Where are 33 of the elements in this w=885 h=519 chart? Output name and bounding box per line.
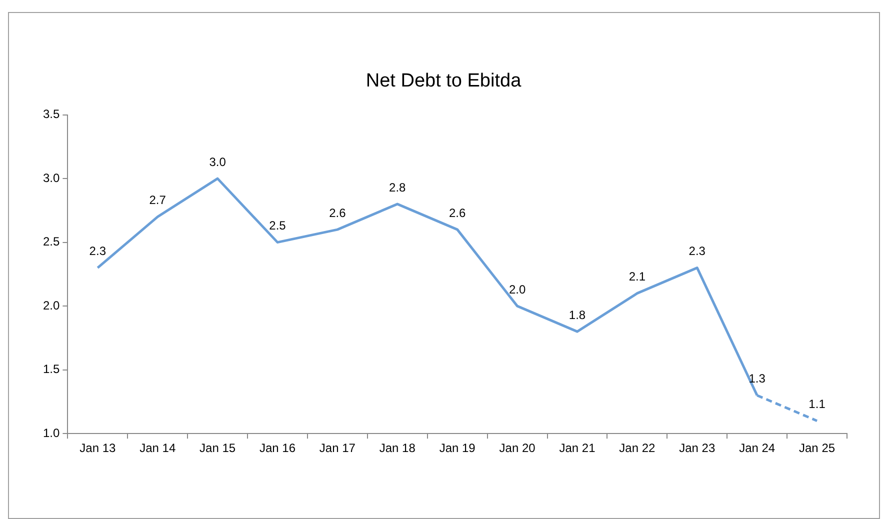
data-label: 2.0	[508, 282, 526, 296]
data-label: 2.7	[149, 193, 166, 208]
y-tick-label: 1.0	[42, 426, 60, 440]
x-tick-label: Jan 15	[200, 441, 236, 456]
x-tick-label: Jan 19	[439, 441, 476, 456]
data-label: 2.6	[329, 206, 346, 220]
data-label: 2.5	[269, 218, 286, 233]
x-tick-label: Jan 20	[499, 441, 536, 456]
data-label: 1.8	[568, 308, 586, 322]
x-tick-label: Jan 25	[799, 441, 836, 456]
data-label: 2.3	[89, 244, 106, 258]
y-tick-label: 3.5	[42, 107, 60, 122]
data-label: 1.3	[748, 372, 766, 386]
x-tick-label: Jan 21	[559, 441, 596, 456]
data-label: 2.8	[389, 180, 406, 194]
x-tick-label: Jan 14	[140, 441, 176, 456]
data-label: 2.3	[688, 244, 706, 258]
data-label: 1.1	[808, 397, 826, 412]
x-tick-label: Jan 16	[259, 441, 296, 456]
x-tick-label: Jan 13	[80, 441, 116, 456]
x-tick-label: Jan 23	[679, 441, 716, 456]
x-tick-label: Jan 24	[739, 441, 776, 456]
y-tick-label: 2.0	[42, 298, 60, 312]
x-tick-label: Jan 18	[379, 441, 416, 456]
y-tick-label: 2.5	[42, 234, 60, 249]
y-tick-label: 3.0	[42, 170, 60, 185]
x-tick-label: Jan 22	[619, 441, 656, 456]
x-tick-label: Jan 17	[319, 441, 356, 456]
data-label: 2.1	[628, 270, 646, 284]
data-label: 2.6	[448, 206, 466, 220]
y-tick-label: 1.5	[42, 362, 60, 376]
chart-title: Net Debt to Ebitda	[366, 70, 522, 92]
data-label: 3.0	[209, 154, 226, 169]
